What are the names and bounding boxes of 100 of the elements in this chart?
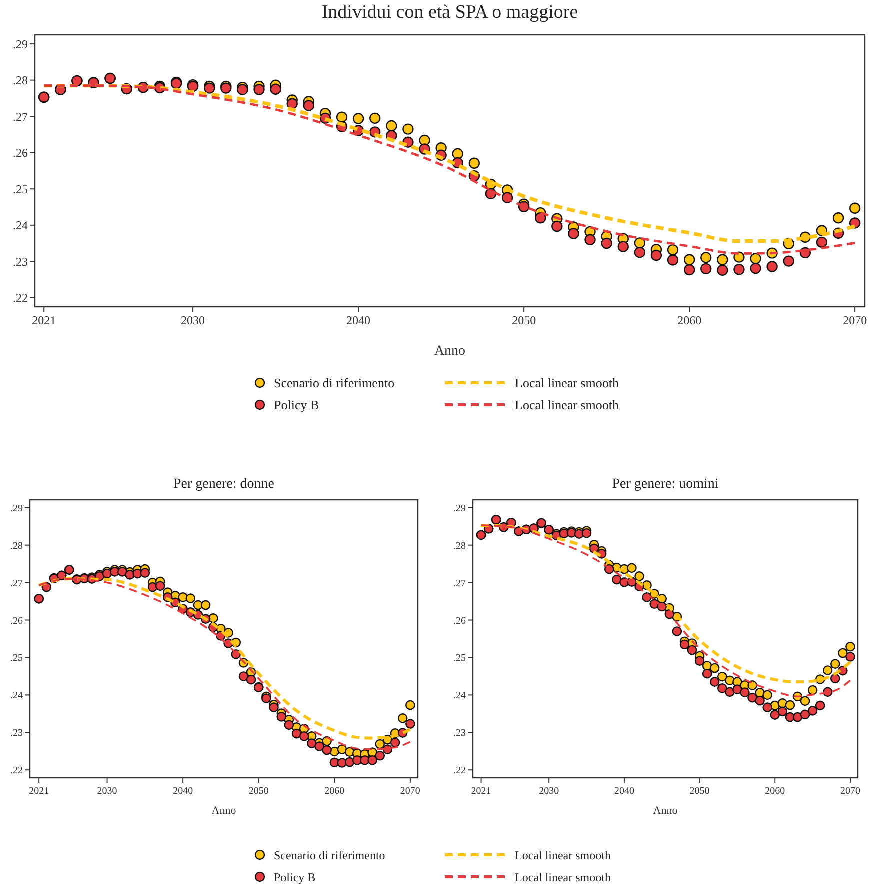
point: [717, 672, 728, 682]
point: [846, 642, 856, 652]
y-tick-label: .24: [454, 690, 466, 702]
point: [238, 672, 249, 682]
point: [710, 677, 720, 687]
x-tick-label: 2050: [690, 786, 710, 797]
point: [634, 572, 644, 582]
point: [710, 663, 720, 674]
y-tick-label: .29: [454, 503, 466, 514]
point: [700, 263, 712, 275]
point: [634, 247, 646, 258]
y-tick-label: .24: [13, 218, 28, 233]
point: [286, 98, 298, 110]
x-tick-label: 2060: [765, 786, 786, 797]
y-tick-label: .22: [10, 766, 23, 777]
point: [237, 84, 248, 96]
x-axis-title: Anno: [653, 805, 678, 817]
legend-label: Policy B: [274, 398, 320, 412]
point: [452, 148, 464, 160]
point: [694, 656, 705, 666]
point: [582, 528, 592, 538]
point: [680, 640, 690, 650]
point: [627, 563, 637, 574]
x-tick-label: 2060: [678, 314, 702, 328]
point: [700, 252, 712, 264]
point: [748, 692, 758, 703]
point: [344, 757, 355, 768]
point: [299, 732, 310, 742]
y-tick-label: .26: [13, 146, 28, 160]
y-tick-label: .25: [13, 182, 28, 196]
x-tick-label: 2050: [248, 786, 269, 797]
point: [740, 688, 750, 698]
legend-label: Local linear smooth: [515, 398, 620, 412]
x-axis-title: Anno: [212, 805, 237, 817]
point: [307, 738, 317, 748]
point: [830, 674, 840, 684]
point: [386, 120, 398, 132]
point: [284, 720, 294, 730]
x-tick-label: 2021: [471, 786, 492, 797]
y-tick-label: .27: [454, 578, 466, 590]
x-tick-label: 2070: [840, 786, 860, 797]
x-tick-label: 2040: [173, 786, 194, 797]
point: [269, 702, 279, 712]
x-tick-label: 2040: [614, 786, 634, 797]
point: [398, 714, 408, 724]
y-tick-label: .27: [10, 578, 23, 590]
x-tick-label: 2040: [346, 314, 371, 328]
point: [485, 188, 497, 200]
point: [725, 687, 735, 698]
point: [406, 700, 416, 710]
point: [322, 745, 332, 756]
point: [568, 228, 580, 240]
point: [601, 238, 612, 250]
y-tick-label: .23: [10, 728, 23, 740]
y-tick-label: .25: [10, 653, 23, 664]
x-tick-label: 2030: [181, 314, 206, 328]
point: [375, 750, 386, 761]
y-tick-label: .28: [454, 540, 466, 552]
point: [402, 124, 414, 135]
x-tick-label: 2030: [97, 786, 118, 797]
point: [618, 241, 629, 252]
point: [734, 252, 745, 263]
point: [667, 244, 679, 256]
point: [612, 574, 622, 585]
point: [584, 234, 596, 246]
point: [687, 645, 698, 656]
legend-label: Policy B: [274, 870, 316, 884]
y-tick-label: .22: [454, 766, 466, 777]
point: [667, 254, 679, 266]
point: [375, 739, 386, 750]
point: [155, 581, 166, 592]
point: [552, 220, 563, 232]
point: [352, 113, 364, 124]
y-tick-label: .29: [13, 37, 28, 52]
point: [292, 728, 302, 739]
point: [370, 112, 381, 124]
point: [762, 690, 772, 700]
point: [815, 700, 826, 711]
y-tick-label: .27: [13, 110, 28, 124]
point: [406, 719, 416, 729]
point: [246, 674, 256, 685]
point: [535, 212, 546, 224]
point: [254, 84, 265, 96]
y-tick-label: .26: [454, 616, 466, 627]
y-tick-label: .28: [10, 540, 23, 552]
point: [770, 710, 780, 720]
point: [684, 264, 696, 276]
point: [800, 696, 810, 706]
x-axis-title: Anno: [434, 344, 466, 359]
legend-label: Scenario di riferimento: [274, 376, 395, 390]
point: [717, 684, 728, 694]
x-tick-label: 2021: [29, 786, 50, 797]
x-tick-label: 2070: [400, 786, 420, 797]
point: [650, 250, 662, 262]
y-tick-label: .28: [13, 74, 28, 88]
y-tick-label: .29: [10, 503, 23, 514]
y-tick-label: .23: [454, 728, 466, 740]
point: [778, 706, 788, 717]
y-tick-label: .22: [13, 291, 28, 306]
point: [783, 256, 794, 267]
